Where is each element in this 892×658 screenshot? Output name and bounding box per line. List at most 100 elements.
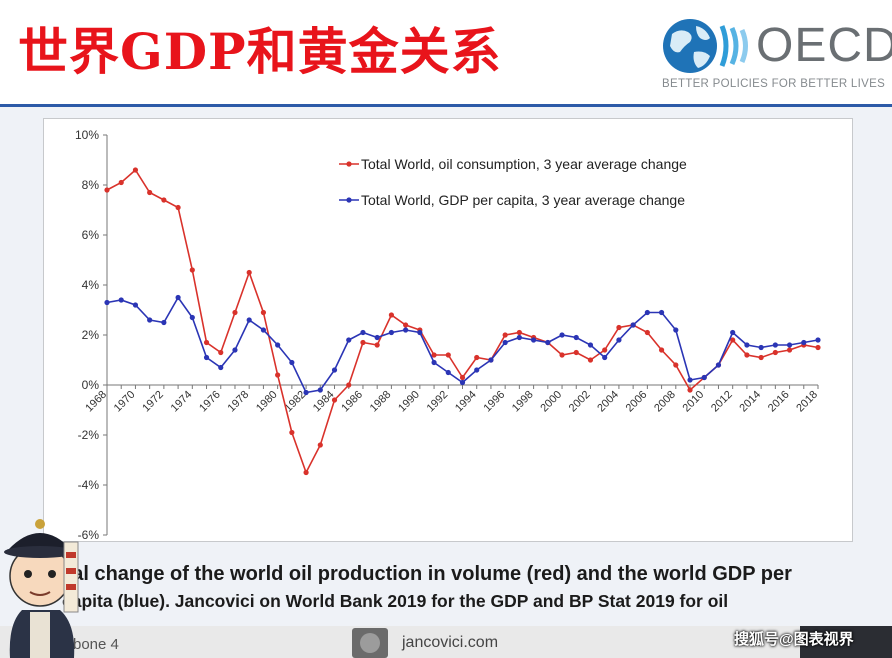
x-tick-label: 2018 [794,389,820,415]
chart-series [104,167,821,476]
oil-data-point [374,342,380,348]
gdp-data-point [189,314,195,321]
globe-icon [663,19,748,73]
oecd-logo: OECD BETTER POLICIES FOR BETTER LIVES [660,16,892,96]
gdp-data-point [687,377,693,383]
gdp-data-point [275,342,281,348]
chart-legend: Total World, oil consumption, 3 year ave… [339,156,687,208]
gdp-data-point [317,387,323,393]
gdp-data-point [573,334,579,341]
x-tick-label: 2000 [538,389,564,415]
caption-line-1: ual change of the world oil production i… [60,563,792,585]
y-tick-label: 4% [82,278,100,292]
oil-data-point [573,349,579,356]
y-tick-label: 2% [82,328,100,342]
oil-data-point [403,322,409,328]
gdp-data-point [758,344,764,351]
oil-data-point [559,352,565,358]
oil-data-point [317,442,323,448]
gdp-data-point [801,339,807,346]
gdp-data-point [374,334,380,341]
gdp-data-point [175,294,181,301]
oil-data-point [132,167,139,173]
y-tick-label: 0% [82,378,100,392]
gdp-data-point [559,332,565,338]
slide-title: 世界GDP和黄金关系 [18,22,502,81]
x-tick-label: 1998 [510,389,536,415]
oil-data-point [346,382,352,388]
gdp-data-point [602,354,608,361]
oil-data-point [360,339,366,346]
oil-data-point [616,324,622,331]
chart-axes: -6%-4%-2%0%2%4%6%8%10%1968 1970 1972 1974 19… [75,128,820,540]
x-tick-label: 2014 [737,389,763,415]
oecd-wordmark: OECD [756,19,892,72]
gdp-data-point [673,327,679,333]
mascot-avatar [4,519,79,658]
oil-data-point [772,349,778,356]
gdp-data-point [459,379,466,386]
oil-consumption-line [106,168,819,475]
x-tick-label: 2012 [709,389,735,415]
gdp-data-point [701,374,707,381]
x-tick-label: 1974 [169,389,195,415]
oil-data-point [474,354,480,361]
oil-data-point [232,309,238,316]
oil-data-point [602,347,608,353]
gdp-data-point [246,317,252,323]
oil-data-point [175,204,181,211]
oil-data-point [459,374,466,381]
gdp-data-point [445,369,451,376]
legend-label: Total World, oil consumption, 3 year ave… [361,156,687,172]
oil-data-point [388,312,394,318]
gdp-data-point [630,322,636,328]
legend-swatch-marker [346,197,352,203]
gdp-data-point [474,367,480,373]
gdp-data-point [431,359,437,366]
oil-data-point [730,337,736,343]
footer-book-thumbnail [800,626,892,658]
oil-data-point [815,344,821,351]
oil-data-point [758,354,764,361]
slide-caption: ual change of the world oil production i… [60,561,890,615]
chart-frame [43,118,853,542]
x-tick-label: 1992 [425,389,451,415]
oil-data-point [431,352,437,358]
footer-website: jancovici.com [402,634,499,651]
gdp-data-point [516,334,522,341]
oil-data-point [516,329,522,336]
gdp-data-point [502,339,508,346]
gdp-data-point [488,357,494,363]
gdp-data-point [616,337,622,343]
gdp-data-point [331,367,338,373]
x-tick-label: 2008 [652,389,678,415]
x-tick-label: 1978 [226,389,252,415]
oil-data-point [104,187,110,193]
gdp-data-point [531,337,537,343]
x-tick-label: 1970 [112,389,138,415]
oil-data-point [203,339,210,346]
gdp-data-point [218,364,224,371]
gdp-data-point [289,359,295,366]
y-tick-label: 8% [82,178,100,192]
video-footer-bar: rbone 4 jancovici.com [0,626,892,658]
oecd-tagline: BETTER POLICIES FOR BETTER LIVES [662,78,886,90]
oil-data-point [331,397,338,403]
gdp-data-point [346,337,352,343]
x-tick-label: 1988 [368,389,394,415]
gdp-data-point [132,302,139,308]
x-tick-label: 1994 [453,389,479,415]
x-tick-label: 2004 [595,389,621,415]
oil-data-point [644,329,650,336]
gdp-data-point [147,317,153,323]
gdp-data-point [118,297,124,303]
oil-data-point [687,387,693,393]
gdp-data-point [715,362,722,368]
gdp-data-point [644,309,650,316]
gdp-data-point [815,337,821,343]
gdp-data-point [388,329,394,336]
x-tick-label: 1980 [254,389,280,415]
slide-header: 世界GDP和黄金关系 OECD BETTER POLICIES FOR BETT… [0,0,892,106]
y-tick-label: -6% [78,528,100,540]
oil-data-point [161,197,167,203]
